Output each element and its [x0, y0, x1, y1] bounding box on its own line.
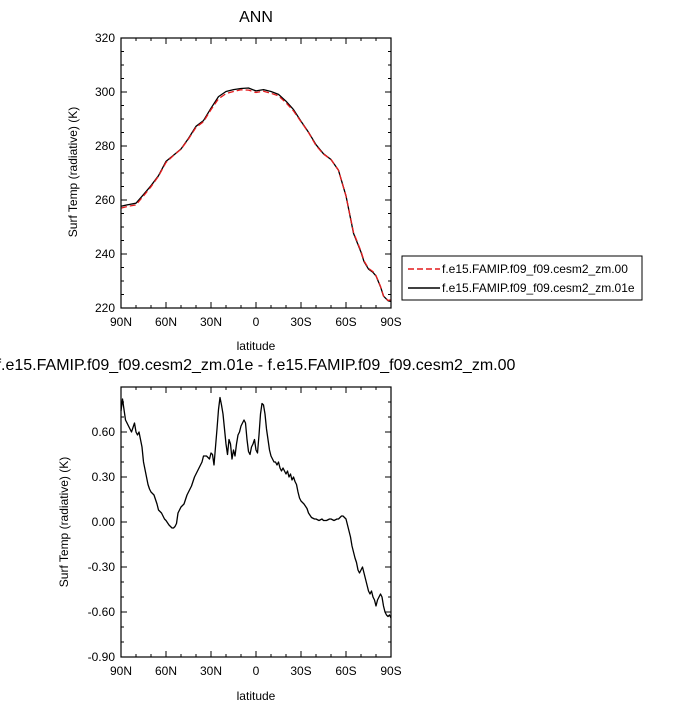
top-x-tick-label: 90N	[110, 315, 132, 329]
bottom-y-tick-label: -0.30	[88, 560, 116, 574]
bottom-x-tick-label: 90N	[110, 664, 132, 678]
bottom-y-tick-label: -0.90	[88, 650, 116, 664]
top-x-tick-label: 0	[253, 315, 260, 329]
bottom-y-tick-label: 0.30	[92, 470, 116, 484]
top-x-tick-label: 30N	[200, 315, 222, 329]
legend: f.e15.FAMIP.f09_f09.cesm2_zm.00 f.e15.FA…	[401, 255, 643, 301]
top-y-tick-label: 260	[95, 193, 115, 207]
bottom-chart-y-axis-label: Surf Temp (radiative) (K)	[57, 457, 71, 587]
bottom-series-line-1	[120, 396, 392, 619]
bottom-chart-axes: 90N 60N 30N 0 30S 60S 90S 0.60 0.30 0.00 -0.30 -0.6…	[88, 386, 402, 678]
bottom-chart-frame	[120, 386, 392, 658]
top-series-line-1	[120, 89, 392, 302]
legend-box	[401, 255, 643, 301]
top-y-tick-label: 320	[95, 31, 115, 45]
top-chart-title: ANN	[239, 9, 273, 26]
bottom-y-tick-label: 0.00	[92, 515, 116, 529]
top-x-tick-label: 30S	[290, 315, 311, 329]
legend-label-series-2: f.e15.FAMIP.f09_f09.cesm2_zm.01e	[442, 281, 635, 295]
bottom-x-tick-label: 30S	[290, 664, 311, 678]
bottom-x-tick-label: 60S	[335, 664, 356, 678]
top-chart-y-axis-label: Surf Temp (radiative) (K)	[66, 107, 80, 237]
top-series-line-2	[120, 87, 392, 303]
bottom-chart-series	[120, 396, 392, 619]
top-x-tick-label: 60N	[155, 315, 177, 329]
bottom-chart: f.e15.FAMIP.f09_f09.cesm2_zm.01e - f.e15…	[0, 357, 516, 703]
bottom-x-tick-label: 0	[253, 664, 260, 678]
top-chart-frame	[120, 37, 392, 309]
top-x-tick-label: 90S	[380, 315, 401, 329]
bottom-y-tick-label: 0.60	[92, 425, 116, 439]
top-chart-axes: 90N 60N 30N 0 30S 60S 90S 220 240 260 280 300 320	[95, 31, 402, 329]
bottom-x-tick-label: 60N	[155, 664, 177, 678]
top-y-tick-label: 300	[95, 85, 115, 99]
legend-label-series-1: f.e15.FAMIP.f09_f09.cesm2_zm.00	[442, 262, 628, 276]
bottom-chart-x-axis-label: latitude	[237, 689, 276, 703]
bottom-y-tick-label: -0.60	[88, 605, 116, 619]
top-chart-series	[120, 87, 392, 303]
top-y-tick-label: 240	[95, 247, 115, 261]
top-y-tick-label: 220	[95, 301, 115, 315]
bottom-x-tick-label: 90S	[380, 664, 401, 678]
top-y-tick-label: 280	[95, 139, 115, 153]
top-chart: ANN Surf Temp (radiative) (K) latitude 9…	[66, 9, 402, 353]
top-x-tick-label: 60S	[335, 315, 356, 329]
bottom-x-tick-label: 30N	[200, 664, 222, 678]
bottom-chart-title: f.e15.FAMIP.f09_f09.cesm2_zm.01e - f.e15…	[0, 357, 516, 374]
top-chart-x-axis-label: latitude	[237, 339, 276, 353]
